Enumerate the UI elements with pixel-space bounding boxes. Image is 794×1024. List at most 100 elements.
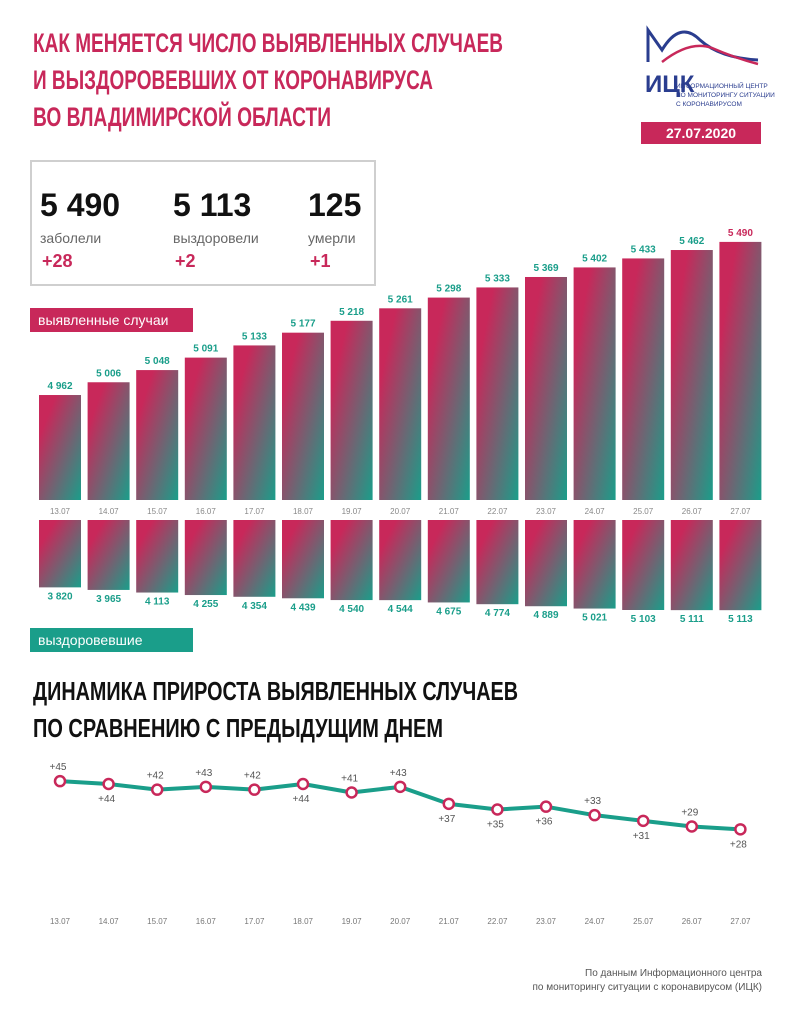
x-tick-label: 21.07 xyxy=(439,507,460,516)
value-label: +33 xyxy=(584,796,601,807)
bar xyxy=(330,520,373,601)
point xyxy=(636,814,650,828)
value-label: 3 965 xyxy=(96,594,121,605)
value-label: 5 333 xyxy=(485,273,510,284)
value-label: 4 774 xyxy=(485,608,510,619)
x-tick-label: 17.07 xyxy=(244,917,265,926)
x-tick-label: 20.07 xyxy=(390,507,411,516)
x-tick-label: 24.07 xyxy=(585,507,606,516)
value-label: 5 177 xyxy=(290,319,315,330)
stat-label: заболели xyxy=(40,230,101,246)
logo-curve xyxy=(661,44,759,66)
date: 27.07.2020 xyxy=(666,125,736,141)
bar xyxy=(622,258,665,500)
x-tick-label: 16.07 xyxy=(196,917,217,926)
value-label: 5 462 xyxy=(679,236,704,247)
x-tick-label: 15.07 xyxy=(147,507,168,516)
source: по мониторингу ситуации с коронавирусом … xyxy=(533,982,763,993)
value-label: +43 xyxy=(195,768,212,779)
value-label: 4 540 xyxy=(339,604,364,615)
title-line: И ВЫЗДОРОВЕВШИХ ОТ КОРОНАВИРУСА xyxy=(33,65,433,95)
x-tick-label: 18.07 xyxy=(293,917,314,926)
value-label: 5 103 xyxy=(631,614,656,625)
bar xyxy=(427,297,470,500)
point xyxy=(102,777,115,791)
bar xyxy=(379,308,422,500)
value-label: 4 439 xyxy=(290,602,315,613)
x-tick-label: 13.07 xyxy=(50,507,71,516)
x-tick-label: 22.07 xyxy=(487,507,508,516)
date-box xyxy=(641,122,761,144)
bar xyxy=(670,520,713,611)
value-label: 5 369 xyxy=(533,263,558,274)
value-label: 5 048 xyxy=(145,356,170,367)
value-label: 4 675 xyxy=(436,606,461,617)
x-tick-label: 19.07 xyxy=(342,507,363,516)
chart-title: ДИНАМИКА ПРИРОСТА ВЫЯВЛЕННЫХ СЛУЧАЕВ xyxy=(33,676,518,706)
logo-text: С КОРОНАВИРУСОМ xyxy=(676,101,742,108)
point xyxy=(296,777,310,791)
legend-box xyxy=(30,628,193,652)
x-tick-label: 20.07 xyxy=(390,917,411,926)
bar xyxy=(719,520,762,611)
bar xyxy=(670,250,713,500)
x-tick-label: 25.07 xyxy=(633,507,654,516)
value-label: 5 021 xyxy=(582,613,607,624)
x-tick-label: 22.07 xyxy=(487,917,508,926)
bar xyxy=(573,267,616,500)
value-label: 5 402 xyxy=(582,253,607,264)
logo-name: ИЦК xyxy=(645,71,695,98)
point xyxy=(734,823,747,836)
bar xyxy=(573,520,616,609)
x-tick-label: 23.07 xyxy=(536,507,557,516)
value-label: +45 xyxy=(50,762,67,773)
value-label: 5 091 xyxy=(193,344,218,355)
bar xyxy=(136,370,179,500)
x-tick-label: 21.07 xyxy=(439,917,460,926)
value-label: +42 xyxy=(147,771,164,782)
x-tick-label: 18.07 xyxy=(293,507,314,516)
value-label: 4 544 xyxy=(388,604,413,615)
value-label: +42 xyxy=(244,771,261,782)
value-label: 5 111 xyxy=(680,614,704,625)
bar xyxy=(525,276,567,500)
value-label: 5 133 xyxy=(242,331,267,342)
point xyxy=(588,808,601,822)
x-tick-label: 17.07 xyxy=(244,507,265,516)
bar xyxy=(282,520,324,599)
stat-change: +2 xyxy=(175,251,196,271)
title-line: КАК МЕНЯЕТСЯ ЧИСЛО ВЫЯВЛЕННЫХ СЛУЧАЕВ xyxy=(33,28,503,58)
value-label: +36 xyxy=(536,817,553,828)
bar xyxy=(427,520,470,603)
value-label: 5 261 xyxy=(388,294,413,305)
value-label: +35 xyxy=(487,820,504,831)
point xyxy=(442,797,456,811)
point xyxy=(53,774,67,788)
x-tick-label: 16.07 xyxy=(196,507,217,516)
value-label: 4 113 xyxy=(145,597,170,608)
stats-box xyxy=(30,160,376,286)
legend-label: выздоровевшие xyxy=(38,632,143,648)
bar xyxy=(622,520,665,610)
bar xyxy=(233,520,276,597)
x-tick-label: 26.07 xyxy=(682,917,703,926)
point xyxy=(345,786,358,799)
value-label: 4 354 xyxy=(242,601,267,612)
value-label: 4 255 xyxy=(193,599,218,610)
x-tick-label: 25.07 xyxy=(633,917,654,926)
value-label: 5 113 xyxy=(728,614,753,625)
bar xyxy=(184,520,227,596)
point xyxy=(248,783,261,796)
x-tick-label: 27.07 xyxy=(730,507,751,516)
bar xyxy=(136,520,179,593)
bar xyxy=(379,520,422,601)
value-label: +44 xyxy=(293,794,310,805)
bar xyxy=(330,320,373,500)
value-label: 4 962 xyxy=(47,381,72,392)
value-label: +31 xyxy=(633,831,650,842)
value-label: +37 xyxy=(438,814,455,825)
stat-change: +1 xyxy=(310,251,331,271)
value-label: +44 xyxy=(98,794,115,805)
bar xyxy=(476,287,519,500)
